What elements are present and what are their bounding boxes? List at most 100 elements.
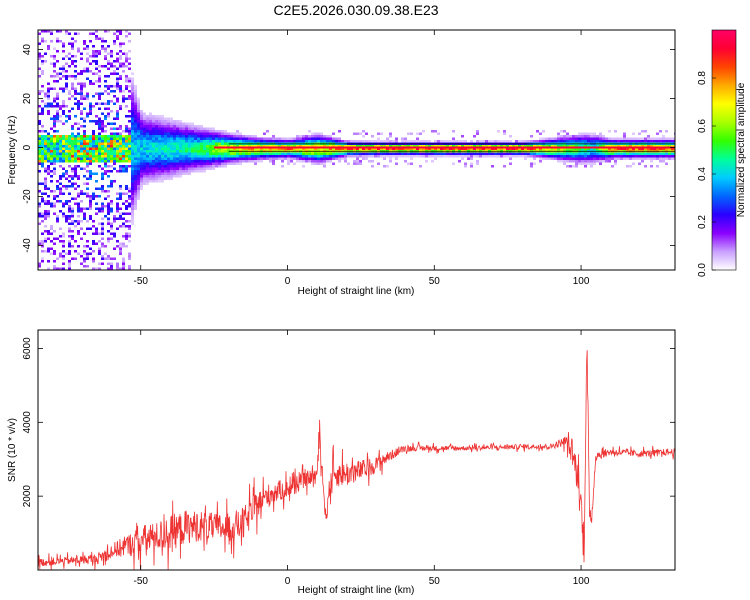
spectrogram-cell [596, 137, 599, 140]
spectrogram-cell [563, 140, 566, 143]
spectrogram-cell [80, 110, 83, 113]
spectrogram-cell [98, 252, 101, 255]
spectrogram-cell [323, 145, 326, 148]
spectrogram-cell [197, 130, 200, 133]
spectrogram-cell [86, 227, 89, 230]
spectrogram-cell [470, 162, 473, 165]
spectrogram-cell [89, 252, 92, 255]
spectrogram-cell [599, 162, 602, 165]
spectrogram-cell [119, 85, 122, 88]
spectrogram-cell [50, 180, 53, 183]
figure-title: C2E5.2026.030.09.38.E23 [273, 2, 438, 18]
spectrogram-cell [581, 147, 584, 150]
spectrogram-cell [77, 160, 80, 163]
spectrogram-cell [134, 180, 137, 183]
spectrogram-cell [212, 135, 215, 138]
spectrogram-cell [461, 152, 464, 155]
spectrogram-cell [119, 142, 122, 145]
spectrogram-cell [380, 140, 383, 143]
spectrogram-cell [368, 152, 371, 155]
spectrogram-cell [44, 210, 47, 213]
spectrogram-cell [56, 102, 59, 105]
spectrogram-cell [614, 160, 617, 163]
spectrogram-cell [248, 135, 251, 138]
spectrogram-cell [134, 137, 137, 140]
spectrogram-cell [44, 145, 47, 148]
spectrogram-cell [110, 170, 113, 173]
spectrogram-cell [425, 147, 428, 150]
spectrogram-cell [536, 147, 539, 150]
spectrogram-cell [383, 152, 386, 155]
spectrogram-cell [632, 137, 635, 140]
spectrogram-cell [152, 152, 155, 155]
spectrogram-cell [107, 30, 110, 33]
spectrogram-cell [137, 160, 140, 163]
spectrogram-cell [452, 137, 455, 140]
spectrogram-cell [62, 122, 65, 125]
spectrogram-cell [41, 37, 44, 40]
spectrogram-cell [464, 162, 467, 165]
spectrogram-cell [89, 152, 92, 155]
spectrogram-cell [128, 57, 131, 60]
spectrogram-cell [110, 52, 113, 55]
spectrogram-cell [92, 142, 95, 145]
spectrogram-cell [50, 247, 53, 250]
spectrogram-cell [44, 217, 47, 220]
spectrogram-cell [542, 157, 545, 160]
spectrogram-cell [569, 157, 572, 160]
spectrogram-cell [230, 160, 233, 163]
spectrogram-cell [659, 160, 662, 163]
spectrogram-cell [89, 105, 92, 108]
spectrogram-cell [410, 145, 413, 148]
spectrogram-cell [593, 160, 596, 163]
spectrogram-cell [197, 155, 200, 158]
snr-x-axis: -50 0 50 100 [134, 330, 590, 587]
spectrogram-cell [152, 170, 155, 173]
spectrogram-cell [527, 152, 530, 155]
spectrogram-cell [416, 132, 419, 135]
spectrogram-cell [650, 155, 653, 158]
spectrogram-cell [152, 135, 155, 138]
spectrogram-cell [182, 155, 185, 158]
colorbar-tick-label: 0.6 [697, 119, 708, 133]
spectrogram-cell [152, 140, 155, 143]
spectrogram-cell [443, 145, 446, 148]
spectrogram-cell [302, 160, 305, 163]
spectrogram-cell [584, 145, 587, 148]
spectrogram-cell [77, 137, 80, 140]
spectrogram-cell [119, 132, 122, 135]
spectrogram-cell [140, 112, 143, 115]
spectrogram-cell [629, 147, 632, 150]
spectrogram-cell [317, 152, 320, 155]
spectrogram-cell [104, 65, 107, 68]
spectrogram-cell [362, 155, 365, 158]
spectrogram-cell [461, 135, 464, 138]
spectrogram-cell [191, 125, 194, 128]
spectrogram-cell [326, 140, 329, 143]
spectrogram-cell [164, 162, 167, 165]
spectrogram-cell [83, 155, 86, 158]
spectrogram-cell [575, 157, 578, 160]
spectrogram-cell [572, 160, 575, 163]
spectrogram-cell [200, 162, 203, 165]
spectrogram-cell [41, 245, 44, 248]
spectrogram-cell [128, 225, 131, 228]
spectrogram-cell [575, 162, 578, 165]
spectrogram-cell [68, 175, 71, 178]
spectrogram-cell [137, 167, 140, 170]
spectrogram-cell [185, 125, 188, 128]
spectrogram-cell [476, 162, 479, 165]
spectrogram-cell [158, 140, 161, 143]
spectrogram-cell [50, 155, 53, 158]
spectrogram-cell [497, 155, 500, 158]
spectrogram-cell [53, 57, 56, 60]
spectrogram-cell [617, 145, 620, 148]
spectrogram-cell [137, 162, 140, 165]
spectrogram-cell [545, 147, 548, 150]
spectrogram-cell [92, 82, 95, 85]
spectrogram-cell [71, 245, 74, 248]
spectrogram-cell [122, 140, 125, 143]
spectrogram-cell [536, 140, 539, 143]
spectrogram-cell [101, 145, 104, 148]
spectrogram-cell [638, 155, 641, 158]
